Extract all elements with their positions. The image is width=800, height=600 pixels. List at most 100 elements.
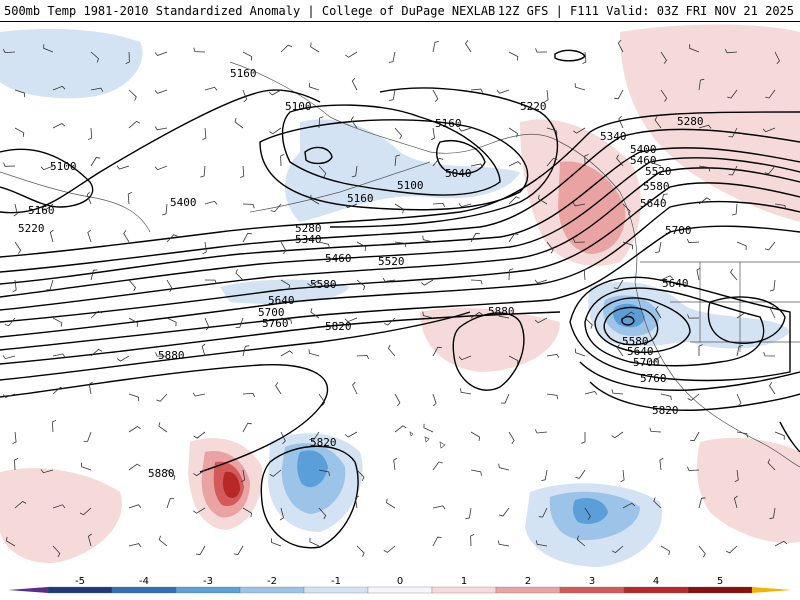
wind-barb <box>90 51 99 63</box>
wind-barb <box>622 203 631 215</box>
wind-barb <box>344 431 358 438</box>
contour-label: 5160 <box>435 117 462 130</box>
wind-barb <box>764 241 776 251</box>
contour-label: 5760 <box>262 317 289 330</box>
wind-barb <box>204 86 218 91</box>
wind-barb <box>79 507 92 516</box>
wind-barb <box>655 241 662 253</box>
wind-barb <box>128 317 139 327</box>
colorbar-tick-label: -5 <box>75 576 85 587</box>
contour-label: 5280 <box>677 115 704 128</box>
wind-barb <box>698 78 705 91</box>
wind-barb <box>535 48 548 53</box>
wind-barb <box>660 275 674 281</box>
wind-barb <box>154 51 168 56</box>
wind-barb <box>46 279 54 291</box>
wind-barb <box>116 165 130 170</box>
wind-barb <box>618 115 624 129</box>
contour-5820-east <box>589 381 800 411</box>
wind-barb <box>271 538 282 547</box>
wind-barb <box>769 507 776 520</box>
wind-barb <box>52 123 66 129</box>
wind-barb <box>649 355 662 363</box>
wind-barb <box>356 469 365 481</box>
wind-barb <box>654 116 662 129</box>
wind-barb <box>128 504 142 509</box>
contour-label: 5880 <box>158 349 185 362</box>
wind-barb <box>622 311 635 319</box>
wind-barb <box>156 393 168 402</box>
wind-barb <box>242 232 252 243</box>
contour-cutoff-east <box>707 296 786 344</box>
contour-label: 5160 <box>347 192 374 205</box>
wind-barb <box>384 317 396 326</box>
wind-barb <box>690 431 700 442</box>
wind-barb <box>534 429 548 434</box>
contour-5040-low <box>436 140 486 175</box>
wind-barb <box>769 279 776 292</box>
wind-barb <box>581 432 586 444</box>
contour-cutoff-5640 <box>594 297 691 354</box>
wind-barb <box>318 393 326 406</box>
contour-label: 5820 <box>310 436 337 449</box>
contour-5520 <box>0 167 800 311</box>
wind-barb <box>616 344 624 357</box>
contour-label: 5340 <box>295 233 322 246</box>
wind-barb <box>40 469 54 474</box>
wind-barb <box>90 87 104 92</box>
wind-barb <box>470 431 481 442</box>
wind-barb <box>240 165 245 179</box>
wind-barb <box>765 89 776 99</box>
wind-barb <box>268 89 282 96</box>
wind-barb <box>309 194 320 205</box>
wind-barb <box>541 469 548 481</box>
wind-barb <box>534 317 548 324</box>
wind-barb <box>123 230 130 243</box>
wind-barb <box>508 431 515 444</box>
wind-barb <box>202 127 207 141</box>
wind-barb <box>546 353 560 358</box>
wind-barb <box>774 540 788 547</box>
wind-barb <box>269 127 282 135</box>
wind-barb <box>52 85 66 91</box>
wind-barb <box>154 165 168 171</box>
wind-barb <box>345 51 358 58</box>
wind-barb <box>470 163 484 168</box>
wind-barb <box>470 469 482 476</box>
wind-barb <box>128 463 141 471</box>
wind-barb <box>508 196 520 205</box>
wind-barb <box>389 89 396 101</box>
wind-barb <box>508 161 522 167</box>
wind-barb <box>318 507 327 520</box>
wind-barb <box>736 241 747 250</box>
wind-barb <box>736 431 748 438</box>
wind-barb <box>508 233 519 243</box>
wind-barb <box>394 127 403 140</box>
cool-anomaly-south-core <box>573 498 608 524</box>
wind-barb <box>14 89 26 98</box>
wind-barb <box>354 495 360 509</box>
wind-barb <box>733 495 738 509</box>
contour-label: 5520 <box>378 255 405 268</box>
map-header: 500mb Temp 1981-2010 Standardized Anomal… <box>0 0 800 22</box>
colorbar-tick-label: 3 <box>589 576 595 587</box>
wind-barb <box>393 457 398 471</box>
wind-barb <box>87 229 92 243</box>
wind-barb <box>2 393 16 398</box>
wind-barb <box>774 51 780 65</box>
wind-barb <box>235 269 244 281</box>
contour-small-low <box>304 146 333 165</box>
wind-barbs <box>2 39 788 558</box>
colorbar-segment <box>303 586 369 594</box>
west-coast <box>634 281 800 468</box>
wind-barb <box>430 127 436 141</box>
wind-barb <box>235 317 244 328</box>
wind-barb <box>383 545 396 553</box>
colorbar-tick-label: -1 <box>331 576 341 587</box>
contour-5280 <box>0 111 800 258</box>
wind-barb <box>204 200 218 205</box>
wind-barb <box>308 82 320 91</box>
wind-barb <box>470 311 483 319</box>
wind-barb <box>726 545 738 554</box>
wind-barb <box>309 431 320 441</box>
